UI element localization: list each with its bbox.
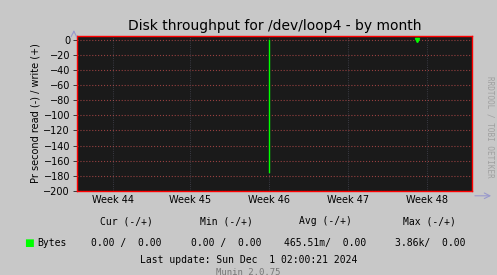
Text: 465.51m/  0.00: 465.51m/ 0.00 <box>284 238 367 248</box>
Y-axis label: Pr second read (-) / write (+): Pr second read (-) / write (+) <box>31 43 41 183</box>
Text: 0.00 /  0.00: 0.00 / 0.00 <box>191 238 261 248</box>
Text: RRDTOOL / TOBI OETIKER: RRDTOOL / TOBI OETIKER <box>486 76 495 177</box>
Text: Bytes: Bytes <box>37 238 67 248</box>
Text: Avg (-/+): Avg (-/+) <box>299 216 352 226</box>
Text: Last update: Sun Dec  1 02:00:21 2024: Last update: Sun Dec 1 02:00:21 2024 <box>140 255 357 265</box>
Text: ■: ■ <box>24 238 34 248</box>
Title: Disk throughput for /dev/loop4 - by month: Disk throughput for /dev/loop4 - by mont… <box>128 19 421 33</box>
Text: Munin 2.0.75: Munin 2.0.75 <box>216 268 281 275</box>
Text: Min (-/+): Min (-/+) <box>200 216 252 226</box>
Text: 3.86k/  0.00: 3.86k/ 0.00 <box>395 238 465 248</box>
Text: 0.00 /  0.00: 0.00 / 0.00 <box>91 238 162 248</box>
Text: Cur (-/+): Cur (-/+) <box>100 216 153 226</box>
Text: Max (-/+): Max (-/+) <box>404 216 456 226</box>
